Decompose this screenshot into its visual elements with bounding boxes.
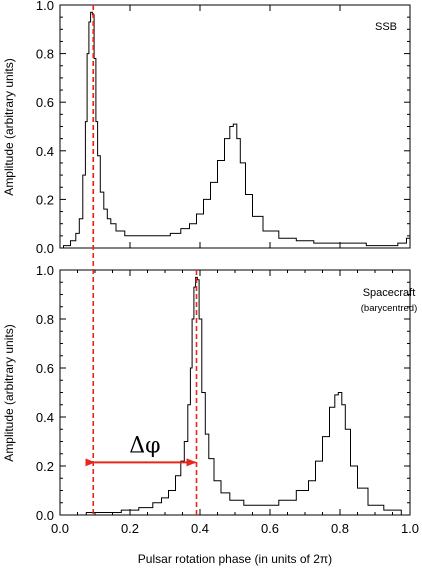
phase-shift-label: Δφ xyxy=(129,433,160,458)
bottom-y-tick-label: 0.0 xyxy=(36,508,54,523)
top-y-tick-label: 0.0 xyxy=(36,241,54,256)
top-y-tick-label: 1.0 xyxy=(36,0,54,13)
bottom-y-tick-label: 1.0 xyxy=(36,263,54,278)
bottom-x-tick-label: 0.8 xyxy=(331,521,349,536)
spacecraft-annotation-sub: (barycentred) xyxy=(361,303,418,314)
bottom-x-tick-label: 0.6 xyxy=(261,521,279,536)
top-y-axis-label: Amplitude (arbitrary units) xyxy=(2,58,16,195)
bottom-x-ticks: 0.0 0.2 0.4 0.6 0.8 1.0 xyxy=(51,270,419,536)
bottom-x-tick-label: 0.0 xyxy=(51,521,69,536)
bottom-panel: 0.0 0.2 0.4 0.6 0.8 1.0 0.0 0.2 0.4 0.6 0.8 1.0 Δφ… xyxy=(2,263,419,566)
bottom-x-tick-label: 0.2 xyxy=(121,521,139,536)
x-axis-label: Pulsar rotation phase (in units of 2π) xyxy=(138,552,332,566)
bottom-x-tick-label: 0.4 xyxy=(191,521,209,536)
ssb-annotation: SSB xyxy=(375,21,397,33)
bottom-y-tick-label: 0.6 xyxy=(36,361,54,376)
top-plot-frame xyxy=(59,4,411,249)
top-y-tick-label: 0.4 xyxy=(36,144,54,159)
top-y-tick-label: 0.6 xyxy=(36,95,54,110)
spacecraft-annotation: Spacecraft xyxy=(363,287,416,299)
bottom-y-tick-label: 0.8 xyxy=(36,312,54,327)
spacecraft-pulse-profile xyxy=(60,276,410,516)
bottom-x-tick-label: 1.0 xyxy=(401,521,419,536)
top-y-tick-label: 0.2 xyxy=(36,192,54,207)
top-y-tick-label: 0.8 xyxy=(36,47,54,62)
bottom-y-axis-label: Amplitude (arbitrary units) xyxy=(2,324,16,461)
ssb-pulse-profile xyxy=(60,11,410,249)
bottom-y-tick-label: 0.2 xyxy=(36,459,54,474)
top-panel: 0.0 0.2 0.4 0.6 0.8 1.0 SSB Amplitude (arbitr… xyxy=(2,0,411,256)
top-y-ticks: 0.0 0.2 0.4 0.6 0.8 1.0 xyxy=(36,0,411,256)
bottom-y-ticks: 0.0 0.2 0.4 0.6 0.8 1.0 xyxy=(36,263,410,523)
bottom-y-tick-label: 0.4 xyxy=(36,410,54,425)
